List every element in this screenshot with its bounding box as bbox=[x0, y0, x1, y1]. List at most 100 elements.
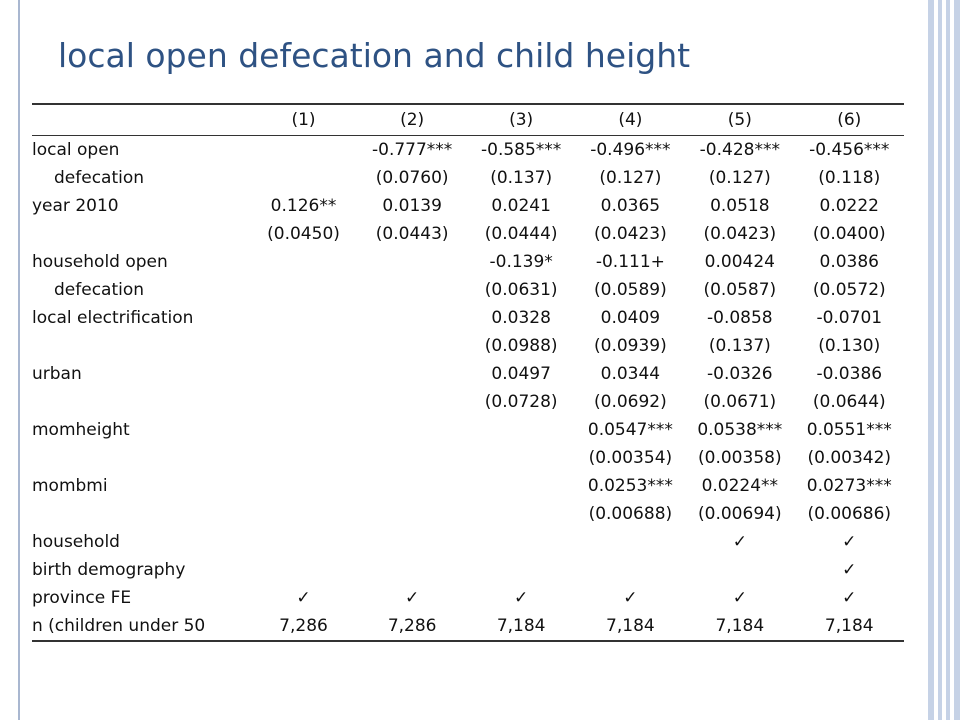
table-cell bbox=[249, 332, 357, 360]
table-row: (0.0728) (0.0692) (0.0671) (0.0644) bbox=[32, 388, 904, 416]
table-row: province FE ✓ ✓ ✓ ✓ ✓ ✓ bbox=[32, 584, 904, 612]
table-row: momheight 0.0547*** 0.0538*** 0.0551*** bbox=[32, 416, 904, 444]
table-cell bbox=[467, 444, 576, 472]
table-cell bbox=[358, 304, 467, 332]
table-cell: -0.496*** bbox=[590, 140, 671, 160]
table-cell: 0.0518 bbox=[710, 196, 770, 216]
table-cell: (0.130) bbox=[818, 336, 881, 356]
table-cell bbox=[249, 248, 357, 276]
table-cell bbox=[358, 416, 467, 444]
table-cell: -0.585*** bbox=[481, 140, 562, 160]
table-cell bbox=[358, 444, 467, 472]
table-row: (0.0988) (0.0939) (0.137) (0.130) bbox=[32, 332, 904, 360]
table-cell bbox=[576, 556, 685, 584]
table-cell: -0.456*** bbox=[809, 140, 890, 160]
slide-left-rule bbox=[18, 0, 20, 720]
table-row: local open -0.777*** -0.585*** -0.496*** -0.… bbox=[32, 136, 904, 165]
table-cell: 0.0139 bbox=[382, 196, 442, 216]
row-label: mombmi bbox=[32, 476, 108, 496]
slide-title: local open defecation and child height bbox=[58, 36, 691, 75]
table-cell: (0.0400) bbox=[812, 224, 886, 244]
table-cell bbox=[358, 276, 467, 304]
table-cell bbox=[249, 164, 357, 192]
table-cell bbox=[249, 528, 357, 556]
table-cell: (0.127) bbox=[599, 168, 662, 188]
column-header: (3) bbox=[466, 103, 576, 136]
table-cell bbox=[467, 500, 576, 528]
table-row: local electrification 0.0328 0.0409 -0.0858… bbox=[32, 304, 904, 332]
table-cell: 0.0328 bbox=[491, 308, 551, 328]
row-label bbox=[32, 220, 249, 248]
table-cell bbox=[249, 500, 357, 528]
slide-right-border bbox=[928, 0, 960, 720]
table-cell: 7,286 bbox=[357, 612, 467, 642]
table-cell: (0.137) bbox=[490, 168, 553, 188]
checkmark-icon: ✓ bbox=[514, 588, 529, 608]
table-cell: (0.00686) bbox=[807, 504, 892, 524]
checkmark-icon: ✓ bbox=[296, 588, 311, 608]
table-cell: (0.118) bbox=[818, 168, 881, 188]
table-cell bbox=[249, 472, 357, 500]
table-row: defecation (0.0631) (0.0589) (0.0587) (0.057… bbox=[32, 276, 904, 304]
table-cell bbox=[358, 500, 467, 528]
table-cell: (0.127) bbox=[708, 168, 771, 188]
table-cell: (0.0423) bbox=[703, 224, 777, 244]
table-cell: 0.0344 bbox=[600, 364, 661, 384]
table-header-row: (1) (2) (3) (4) (5) (6) bbox=[32, 103, 904, 136]
row-label: momheight bbox=[32, 420, 130, 440]
table-cell bbox=[249, 276, 357, 304]
row-label bbox=[32, 332, 249, 360]
row-label: household open bbox=[32, 252, 168, 272]
row-label: defecation bbox=[54, 168, 145, 188]
row-label: local electrification bbox=[32, 308, 194, 328]
table-row: household ✓ ✓ bbox=[32, 528, 904, 556]
table-cell: 0.0224** bbox=[701, 476, 779, 496]
table-cell: 0.0409 bbox=[600, 308, 661, 328]
table-cell: (0.0450) bbox=[267, 224, 340, 244]
table-cell bbox=[358, 556, 467, 584]
table-cell: 0.0551*** bbox=[806, 420, 892, 440]
checkmark-icon: ✓ bbox=[842, 560, 857, 580]
table-cell: 0.0273*** bbox=[806, 476, 892, 496]
table-cell: 0.0365 bbox=[600, 196, 661, 216]
table-cell: (0.0671) bbox=[703, 392, 777, 412]
column-header: (1) bbox=[249, 103, 358, 136]
table-row: household open -0.139* -0.111+ 0.00424 0.038… bbox=[32, 248, 904, 276]
checkmark-icon: ✓ bbox=[842, 588, 857, 608]
row-label: year 2010 bbox=[32, 196, 119, 216]
table-row: (0.00688) (0.00694) (0.00686) bbox=[32, 500, 904, 528]
table-row: (0.0450) (0.0443) (0.0444) (0.0423) (0.0423)… bbox=[32, 220, 904, 248]
checkmark-icon: ✓ bbox=[623, 588, 638, 608]
row-label bbox=[32, 500, 249, 528]
table-cell: (0.00358) bbox=[698, 448, 782, 468]
table-cell: (0.0443) bbox=[375, 224, 449, 244]
table-cell: 7,184 bbox=[575, 612, 686, 642]
table-cell bbox=[467, 472, 576, 500]
checkmark-icon: ✓ bbox=[842, 532, 857, 552]
table-cell: 7,184 bbox=[466, 612, 576, 642]
header-blank-cell bbox=[32, 103, 250, 136]
table-cell: (0.0587) bbox=[703, 280, 777, 300]
table-cell: 0.0241 bbox=[491, 196, 551, 216]
table-cell bbox=[249, 304, 357, 332]
table-cell bbox=[358, 472, 467, 500]
table-cell: (0.0631) bbox=[484, 280, 558, 300]
table-cell: (0.0692) bbox=[594, 392, 667, 412]
table-cell: (0.00694) bbox=[698, 504, 782, 524]
table-row: defecation (0.0760) (0.137) (0.127) (0.127) (… bbox=[32, 164, 904, 192]
row-label: defecation bbox=[54, 280, 145, 300]
table-cell bbox=[467, 556, 576, 584]
table-cell bbox=[358, 388, 467, 416]
table-cell: (0.0728) bbox=[484, 392, 558, 412]
table-row: urban 0.0497 0.0344 -0.0326 -0.0386 bbox=[32, 360, 904, 388]
table-cell: (0.0572) bbox=[812, 280, 886, 300]
table-cell: (0.137) bbox=[708, 336, 771, 356]
regression-table: (1) (2) (3) (4) (5) (6) local open -0.777… bbox=[32, 103, 904, 642]
row-label: province FE bbox=[32, 588, 132, 608]
table-row: n (children under 50 7,286 7,286 7,184 7,184… bbox=[32, 612, 904, 642]
table-cell bbox=[249, 388, 357, 416]
table-cell: (0.0423) bbox=[594, 224, 667, 244]
row-label: birth demography bbox=[32, 560, 186, 580]
table-cell bbox=[358, 332, 467, 360]
row-label: local open bbox=[32, 140, 120, 160]
